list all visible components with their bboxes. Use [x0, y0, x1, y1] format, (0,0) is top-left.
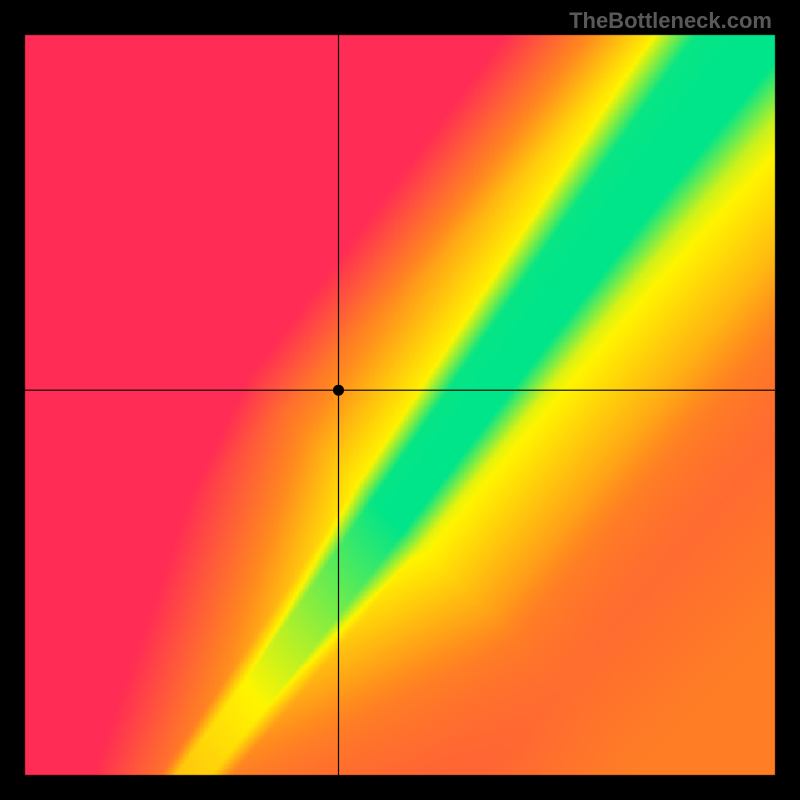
- bottleneck-heatmap: [0, 0, 800, 800]
- watermark-text: TheBottleneck.com: [569, 8, 772, 34]
- chart-container: TheBottleneck.com: [0, 0, 800, 800]
